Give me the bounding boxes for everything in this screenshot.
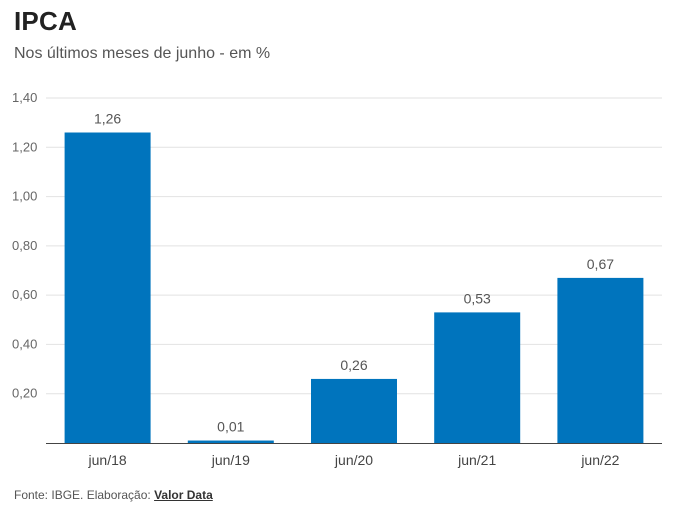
source-note: Fonte: IBGE. Elaboração: (14, 488, 155, 502)
data-labels: 1,26 0,01 0,26 0,53 0,67 (94, 111, 614, 435)
x-tick-label: jun/20 (334, 452, 373, 468)
bar-jun-20 (311, 378, 397, 443)
y-tick-label: 1,00 (12, 189, 37, 204)
data-label: 0,26 (340, 357, 367, 373)
bar-jun-21 (434, 312, 521, 443)
y-tick-label: 0,80 (12, 238, 37, 253)
y-axis-tick-labels: 0,20 0,40 0,60 0,80 1,00 1,20 1,40 (12, 90, 37, 401)
credit-link[interactable]: Valor Data (154, 488, 213, 502)
y-tick-label: 0,60 (12, 287, 37, 302)
y-tick-label: 1,20 (12, 139, 37, 154)
y-tick-label: 0,40 (12, 336, 37, 351)
y-tick-label: 0,20 (12, 386, 37, 401)
chart-title: IPCA (14, 6, 77, 36)
x-tick-label: jun/22 (580, 452, 619, 468)
chart-footer: Fonte: IBGE. Elaboração: Valor Data (14, 488, 213, 502)
bar-jun-19 (187, 440, 274, 443)
bar-chart: 0,20 0,40 0,60 0,80 1,00 1,20 1,40 1,26 0,01 0,2… (12, 90, 662, 468)
data-label: 1,26 (94, 111, 121, 127)
bar-jun-22 (557, 277, 644, 443)
chart-subtitle: Nos últimos meses de junho - em % (14, 45, 271, 62)
data-label: 0,53 (464, 290, 491, 306)
data-label: 0,01 (217, 419, 244, 435)
x-tick-label: jun/19 (211, 452, 250, 468)
x-axis-tick-labels: jun/18 jun/19 jun/20 jun/21 jun/22 (88, 452, 620, 468)
bars (64, 132, 644, 443)
x-tick-label: jun/21 (457, 452, 496, 468)
bar-jun-18 (64, 132, 151, 443)
y-tick-label: 1,40 (12, 90, 37, 105)
data-label: 0,67 (587, 256, 614, 272)
x-tick-label: jun/18 (88, 452, 127, 468)
